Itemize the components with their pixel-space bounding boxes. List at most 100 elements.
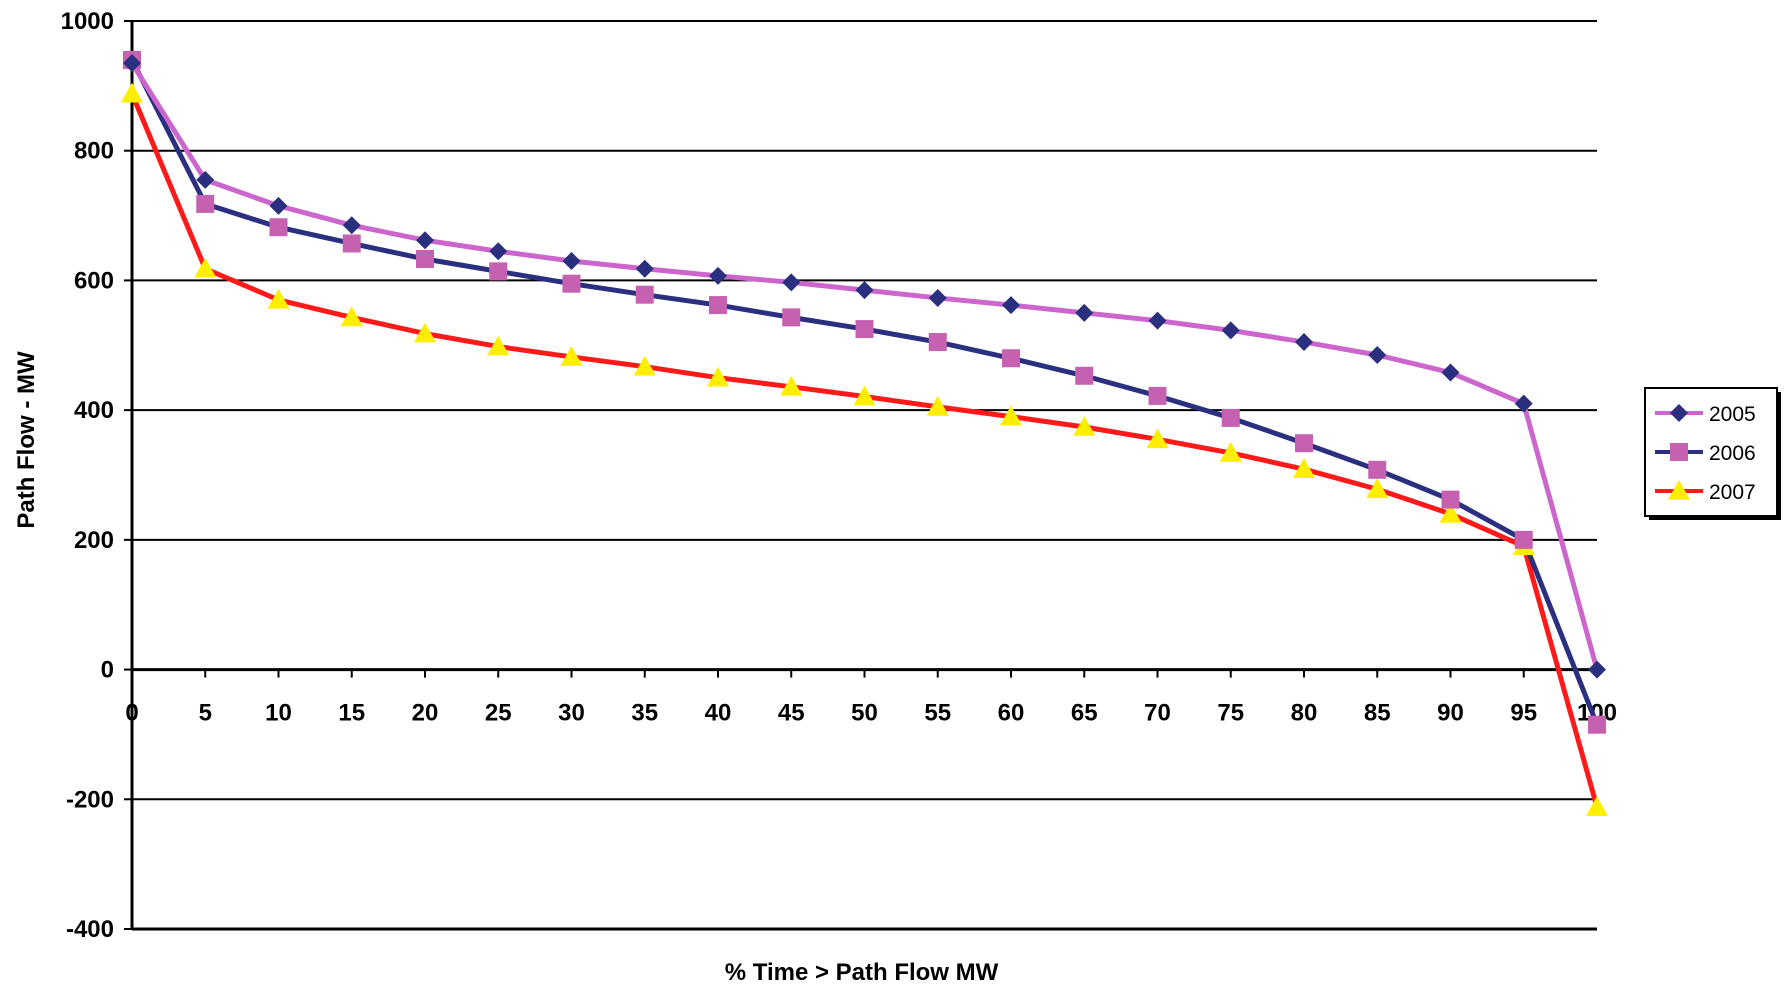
x-tick-label: 65 xyxy=(1071,700,1098,727)
diamond-marker xyxy=(1441,363,1460,382)
diamond-marker xyxy=(1588,660,1606,679)
x-tick-label: 0 xyxy=(125,700,138,727)
x-tick-label: 25 xyxy=(485,700,512,727)
x-tick-labels: 0 5 10 15 20 25 30 35 40 45 50 55 60 65 70 75 80 85 90 95 10… xyxy=(125,700,1617,727)
diamond-marker xyxy=(342,216,361,235)
series-markers xyxy=(121,50,1608,816)
diamond-marker xyxy=(709,266,727,285)
triangle-marker xyxy=(1000,405,1022,426)
diamond-marker xyxy=(782,273,801,292)
triangle-marker xyxy=(780,375,803,396)
y-tick-label: 200 xyxy=(74,527,114,554)
triangle-marker xyxy=(194,257,217,278)
diamond-marker xyxy=(562,251,581,270)
square-marker xyxy=(709,296,727,315)
y-tick-label: 400 xyxy=(74,397,114,424)
square-marker xyxy=(1221,408,1240,427)
diamond-marker xyxy=(269,196,288,215)
x-tick-label: 95 xyxy=(1510,700,1537,727)
square-marker xyxy=(855,320,874,339)
diamond-marker xyxy=(1148,311,1167,330)
x-tick-label: 5 xyxy=(199,700,212,727)
diamond-marker xyxy=(635,259,654,278)
square-marker xyxy=(562,274,581,293)
legend-label-2006: 2006 xyxy=(1709,442,1756,465)
triangle-marker xyxy=(340,306,363,327)
diamond-marker xyxy=(928,288,947,307)
square-marker xyxy=(342,234,361,253)
square-marker xyxy=(635,285,654,304)
x-tick-label: 85 xyxy=(1364,700,1391,727)
y-tick-labels: -400 -200 0 200 400 600 800 1000 xyxy=(61,8,114,943)
legend-label-2005: 2005 xyxy=(1709,403,1756,426)
square-marker xyxy=(1148,386,1167,405)
triangle-marker xyxy=(853,385,876,406)
legend-label-2007: 2007 xyxy=(1709,481,1756,504)
square-marker xyxy=(928,333,947,352)
y-tick-label: 600 xyxy=(74,267,114,294)
diamond-marker xyxy=(196,170,215,189)
square-marker xyxy=(1588,715,1606,734)
triangle-marker xyxy=(1293,458,1315,478)
y-axis-title: Path Flow - MW xyxy=(13,351,40,529)
triangle-marker xyxy=(707,366,729,387)
triangle-marker xyxy=(1073,416,1096,436)
y-tick-label: 1000 xyxy=(61,8,114,35)
diamond-marker xyxy=(489,242,508,261)
square-marker xyxy=(1514,530,1533,549)
triangle-marker xyxy=(1219,441,1242,462)
diamond-marker xyxy=(1002,296,1020,315)
diamond-marker xyxy=(416,231,434,250)
diamond-marker xyxy=(1670,404,1688,422)
x-tick-label: 60 xyxy=(998,700,1025,727)
diamond-marker xyxy=(1514,394,1533,413)
triangle-marker xyxy=(1586,796,1608,816)
square-marker xyxy=(489,262,508,281)
diamond-marker xyxy=(1221,321,1240,340)
triangle-marker xyxy=(487,335,510,356)
x-tick-label: 55 xyxy=(924,700,951,727)
triangle-marker xyxy=(267,288,290,309)
x-tick-label: 50 xyxy=(851,700,878,727)
square-marker xyxy=(269,218,288,237)
x-axis-title: % Time > Path Flow MW xyxy=(725,959,999,986)
x-tick-label: 80 xyxy=(1291,700,1318,727)
square-marker xyxy=(416,250,434,269)
square-marker xyxy=(782,308,801,327)
y-tick-label: 0 xyxy=(101,657,114,684)
gridlines xyxy=(132,20,1597,801)
x-tick-label: 70 xyxy=(1144,700,1171,727)
x-tick-label: 75 xyxy=(1217,700,1244,727)
triangle-marker xyxy=(1366,478,1389,499)
square-marker xyxy=(1075,366,1094,385)
square-marker xyxy=(1295,434,1313,453)
square-marker xyxy=(1670,443,1688,461)
x-tick-label: 90 xyxy=(1437,700,1464,727)
triangle-marker xyxy=(1439,502,1462,523)
diamond-marker xyxy=(855,281,874,300)
x-tick-label: 30 xyxy=(558,700,585,727)
triangle-marker xyxy=(633,355,656,376)
x-tick-label: 10 xyxy=(265,700,292,727)
x-tick-label: 20 xyxy=(412,700,439,727)
x-tick-label: 15 xyxy=(338,700,365,727)
axes xyxy=(124,20,1598,931)
series-line-2005 xyxy=(129,61,1600,671)
square-marker xyxy=(1368,460,1387,479)
square-marker xyxy=(196,194,215,213)
square-marker xyxy=(1441,490,1460,509)
diamond-marker xyxy=(1075,303,1094,322)
x-tick-label: 40 xyxy=(705,700,732,727)
triangle-marker xyxy=(414,322,436,343)
diamond-marker xyxy=(123,54,141,73)
triangle-marker xyxy=(1668,480,1690,500)
triangle-marker xyxy=(121,82,143,103)
diamond-marker xyxy=(1295,333,1313,352)
y-tick-label: -400 xyxy=(66,916,114,943)
x-tick-label: 35 xyxy=(631,700,658,727)
legend: 2005 2006 2007 xyxy=(1644,387,1781,520)
y-tick-label: 800 xyxy=(74,138,114,165)
y-tick-label: -200 xyxy=(66,786,114,813)
x-tick-label: 45 xyxy=(778,700,805,727)
